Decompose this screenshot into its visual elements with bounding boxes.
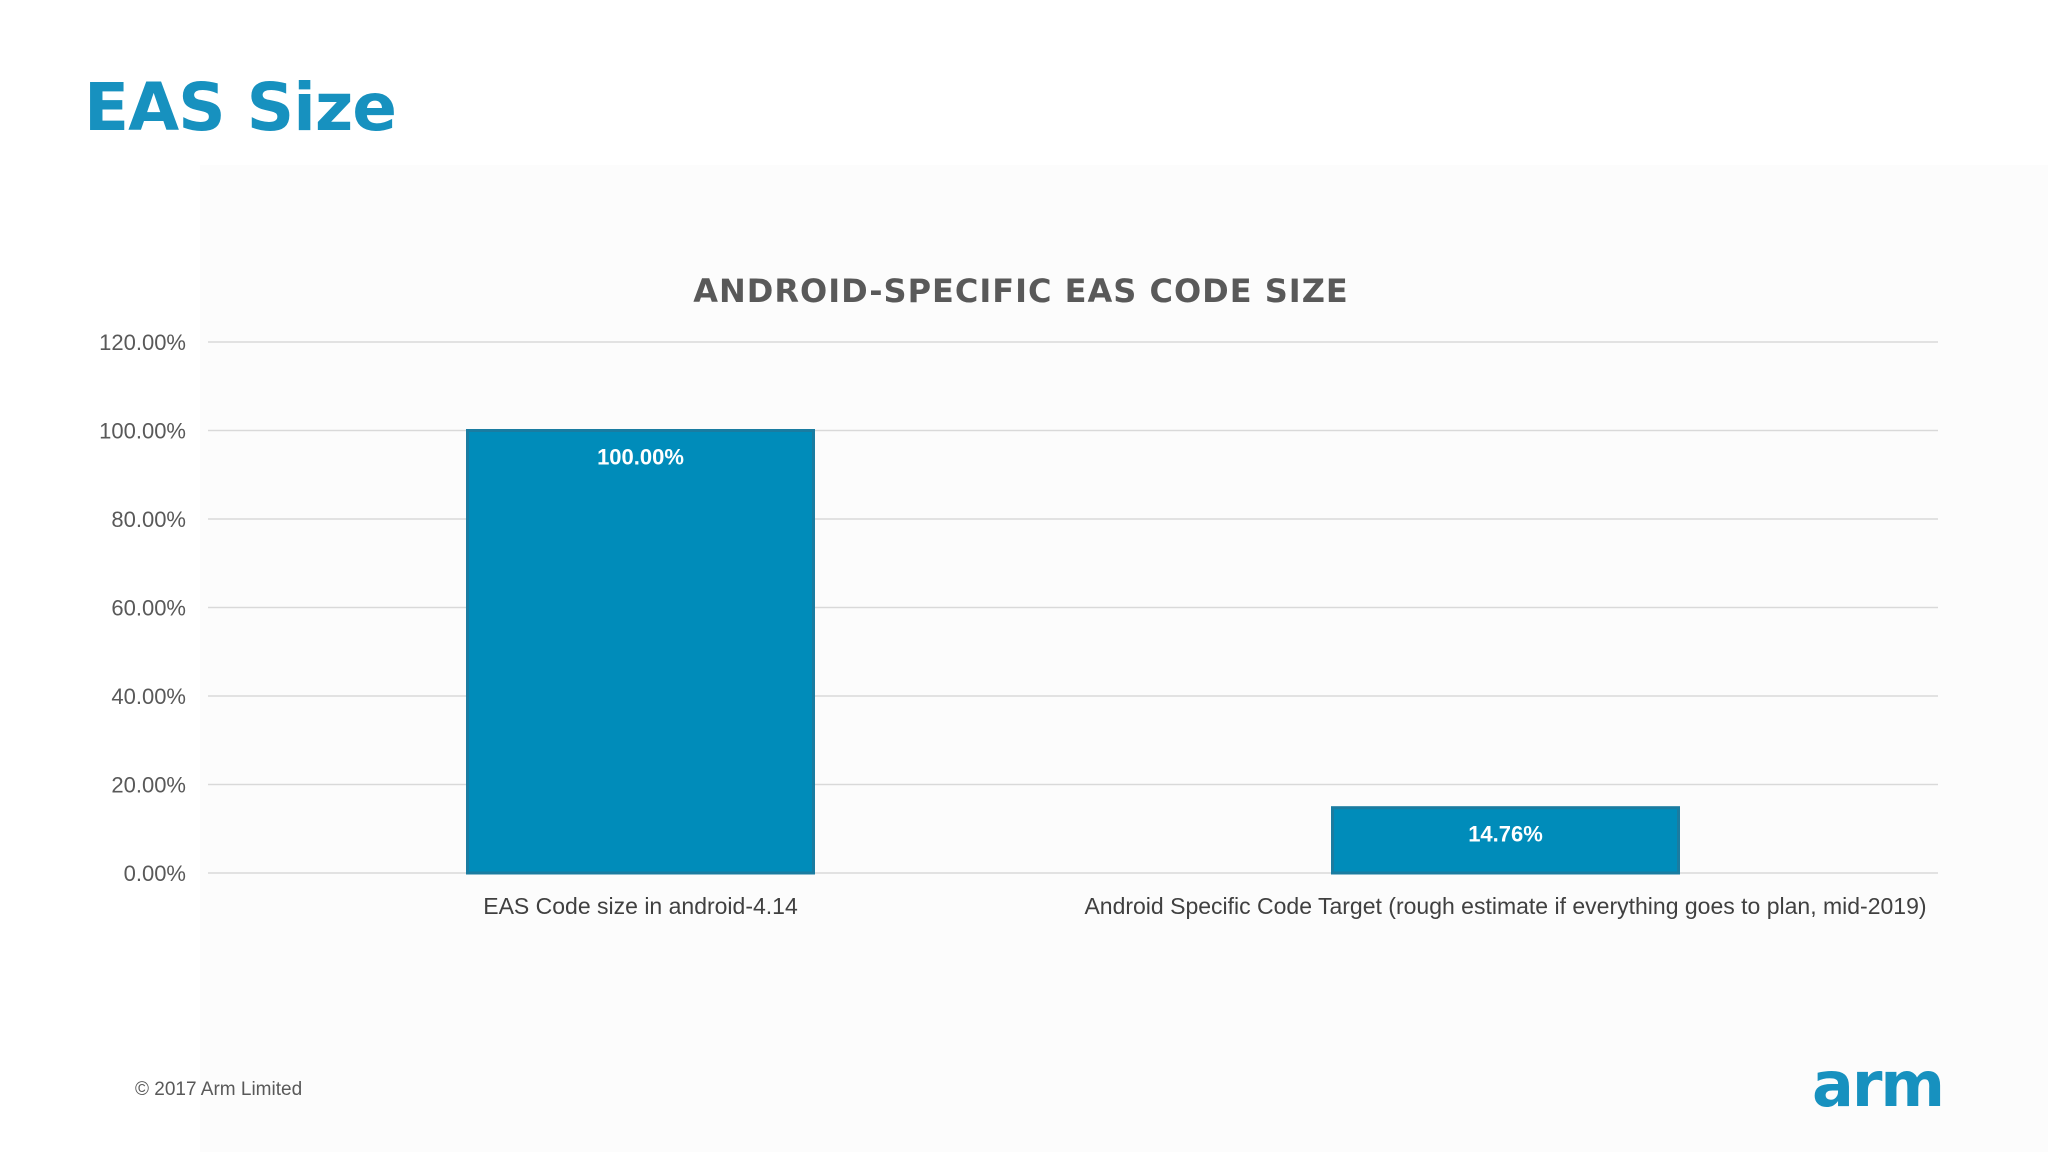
bars [466,429,1680,875]
slide-title: EAS Size [84,69,397,146]
copyright-text: © 2017 Arm Limited [135,1079,303,1100]
data-labels: 100.00% 14.76% [597,445,1543,847]
y-tick-label: 100.00% [99,419,186,444]
x-tick-label: Android Specific Code Target (rough esti… [1084,893,1926,919]
arm-logo: arm [1812,1048,1945,1121]
y-tick-label: 40.00% [111,684,186,709]
chart-title: ANDROID-SPECIFIC EAS CODE SIZE [693,272,1349,310]
x-tick-label: EAS Code size in android-4.14 [483,893,798,919]
data-label: 100.00% [597,445,684,470]
y-tick-label: 120.00% [99,330,186,355]
y-axis-ticks: 0.00% 20.00% 40.00% 60.00% 80.00% 100.00% 120.… [99,330,186,886]
x-axis-labels: EAS Code size in android-4.14 Android Spe… [483,893,1926,919]
y-tick-label: 60.00% [111,596,186,621]
bar [1331,806,1680,875]
y-tick-label: 20.00% [111,773,186,798]
bar [466,429,815,875]
y-tick-label: 80.00% [111,507,186,532]
y-tick-label: 0.00% [124,861,186,886]
data-label: 14.76% [1468,822,1543,847]
